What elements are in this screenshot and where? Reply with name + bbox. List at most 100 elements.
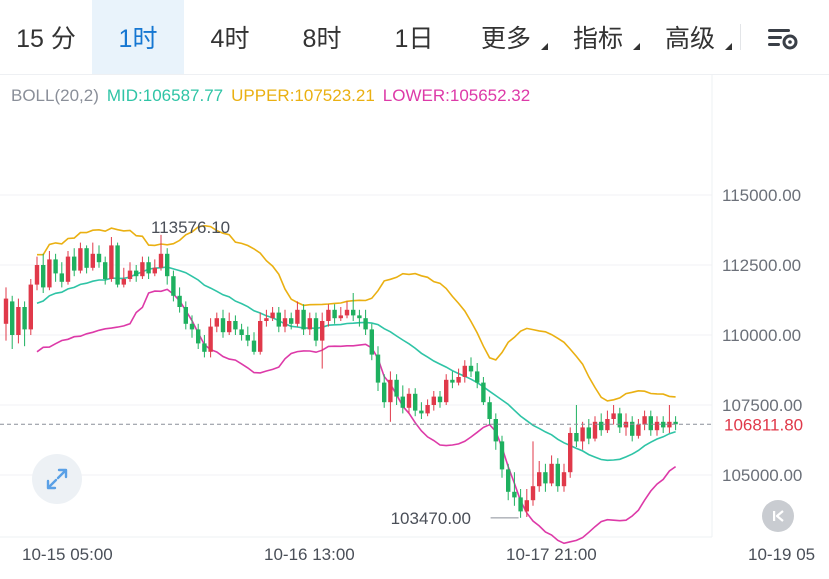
candle xyxy=(357,309,362,327)
candle xyxy=(537,461,542,492)
candle-body xyxy=(611,413,616,419)
tab-15min[interactable]: 15 分 xyxy=(16,25,76,53)
candle xyxy=(512,472,517,506)
candle-body xyxy=(16,307,21,335)
candle-body xyxy=(183,307,188,324)
boll-lower-line xyxy=(36,288,677,545)
candle xyxy=(406,388,412,414)
candle xyxy=(227,312,232,335)
candle xyxy=(599,413,604,436)
candle-body xyxy=(406,393,412,408)
candle-body xyxy=(524,500,529,512)
x-axis-ticks: 10-15 05:00 10-16 13:00 10-17 21:00 10-19 0… xyxy=(22,545,815,564)
y-tick-label: 112500.00 xyxy=(722,256,801,275)
candle-body xyxy=(239,329,244,335)
candle xyxy=(127,262,133,282)
candle-body xyxy=(208,326,213,352)
candle-body xyxy=(413,393,418,411)
candle-body xyxy=(65,256,71,282)
y-tick-label: 110000.00 xyxy=(722,326,801,345)
candle-body xyxy=(22,307,27,330)
candle xyxy=(530,441,536,506)
tab-more[interactable]: 更多 xyxy=(460,0,552,74)
candle xyxy=(487,396,492,425)
candle-body xyxy=(648,416,653,431)
candle-body xyxy=(580,427,585,442)
candle-body xyxy=(636,424,641,436)
boll-lower-value: LOWER:105652.32 xyxy=(382,86,531,105)
candle-body xyxy=(140,262,145,277)
tab-advanced[interactable]: 高级 xyxy=(644,0,736,74)
candle xyxy=(313,312,319,347)
jump-to-latest-icon[interactable] xyxy=(762,500,794,532)
candle xyxy=(462,360,467,383)
candle xyxy=(72,248,77,277)
candle xyxy=(171,270,176,302)
boll-upper-line xyxy=(37,224,676,402)
candle xyxy=(146,256,151,279)
candle xyxy=(555,458,560,492)
candle xyxy=(34,256,40,291)
candle xyxy=(444,374,449,405)
candle xyxy=(574,405,579,447)
candle xyxy=(78,242,83,274)
candle xyxy=(59,262,64,288)
candle-body xyxy=(233,321,238,330)
candle-body xyxy=(326,309,331,321)
candle-body xyxy=(276,312,281,327)
candle xyxy=(282,309,288,333)
candle-body xyxy=(400,396,405,408)
tab-indicators[interactable]: 指标 xyxy=(552,0,644,74)
expand-icon[interactable] xyxy=(32,454,82,504)
candle xyxy=(654,416,660,436)
candle-body xyxy=(171,276,176,296)
tab-4h[interactable]: 4时 xyxy=(210,25,250,53)
candle-body xyxy=(481,382,486,403)
tab-1h[interactable]: 1时 xyxy=(92,0,184,74)
candle-body xyxy=(499,441,505,470)
candle xyxy=(617,407,622,433)
candle-body xyxy=(394,379,399,397)
candle xyxy=(332,304,337,324)
candle xyxy=(301,304,306,335)
candle-body xyxy=(543,472,548,484)
candle-body xyxy=(419,410,424,414)
candle-body xyxy=(103,262,108,279)
candle-body xyxy=(475,371,480,383)
candle xyxy=(121,267,126,288)
candle xyxy=(220,309,226,338)
candle-body xyxy=(592,421,598,439)
candle xyxy=(208,318,213,358)
candle-body xyxy=(561,472,567,487)
candle-body xyxy=(375,354,381,383)
tab-8h[interactable]: 8时 xyxy=(302,25,342,53)
current-price-label: 106811.80 xyxy=(724,415,803,434)
candle xyxy=(189,315,195,338)
candle xyxy=(630,416,635,442)
candle-body xyxy=(357,315,362,319)
candle-body xyxy=(109,245,114,279)
candle xyxy=(3,287,9,341)
candle xyxy=(549,455,554,487)
candle-body xyxy=(307,318,312,330)
candle xyxy=(140,256,145,279)
candle xyxy=(524,489,529,517)
candle xyxy=(326,304,331,327)
candle xyxy=(96,245,102,268)
candle-body xyxy=(158,253,164,268)
chart-settings-icon[interactable] xyxy=(762,20,802,54)
candle-body xyxy=(456,377,461,383)
candle xyxy=(592,416,598,442)
candle xyxy=(382,374,387,408)
candle-body xyxy=(555,463,560,487)
x-tick-label: 10-19 05 xyxy=(748,545,815,564)
candle xyxy=(134,265,139,282)
tab-1d[interactable]: 1日 xyxy=(394,25,434,53)
candle-body xyxy=(425,405,430,414)
boll-mid-line xyxy=(36,266,676,462)
candle-body xyxy=(673,421,678,425)
candle xyxy=(233,315,238,335)
y-tick-label: 115000.00 xyxy=(722,186,801,205)
candle-body xyxy=(468,365,474,372)
